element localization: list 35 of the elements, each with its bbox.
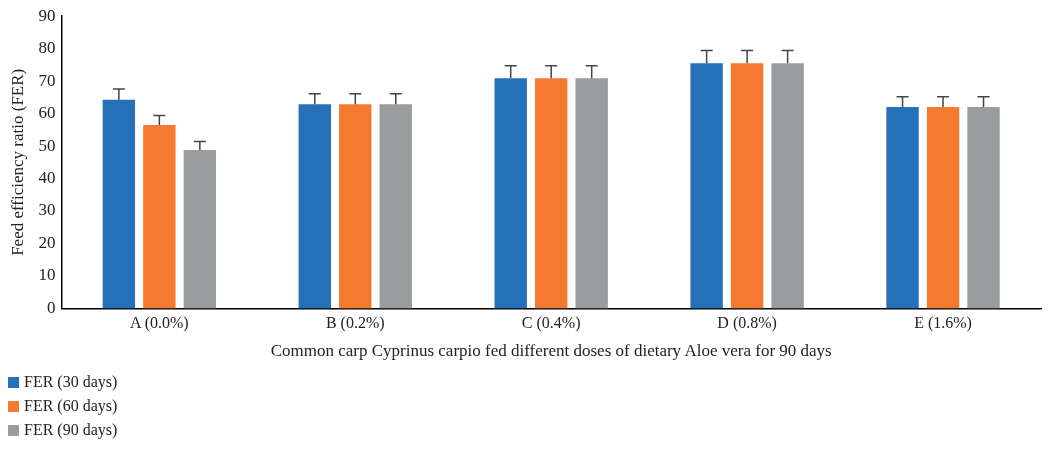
y-tick-label: 0 (46, 297, 56, 317)
bar (967, 107, 1000, 309)
y-tick-label: 50 (38, 135, 56, 155)
legend-label: FER (90 days) (24, 421, 118, 439)
y-tick-label: 90 (38, 5, 56, 25)
bar (771, 63, 804, 309)
bar (575, 78, 608, 309)
x-tick-label: C (0.4%) (521, 314, 581, 333)
y-tick-label: 80 (38, 38, 56, 58)
x-axis-title: Common carp Cyprinus carpio fed different doses of dietary Aloe vera for 90 days (270, 341, 832, 361)
bar (926, 107, 960, 309)
x-tick-label: A (0.0%) (130, 314, 189, 333)
bar (143, 124, 176, 309)
bar (379, 104, 412, 309)
y-tick-label: 20 (38, 232, 56, 252)
x-tick-label: B (0.2%) (325, 314, 385, 333)
bar (183, 149, 217, 309)
bar (886, 107, 919, 309)
bar (494, 78, 527, 309)
bar (730, 63, 764, 309)
x-tick-label: E (1.6%) (914, 314, 972, 333)
y-tick-label: 10 (38, 265, 56, 285)
bar (298, 104, 331, 309)
bar (690, 63, 723, 309)
y-tick-label: 60 (38, 103, 56, 123)
x-tick-label: D (0.8%) (717, 314, 777, 333)
y-tick-label: 70 (38, 70, 56, 90)
bar (535, 78, 568, 309)
legend-label: FER (60 days) (24, 397, 118, 415)
bar (102, 99, 136, 309)
legend-label: FER (30 days) (24, 373, 118, 391)
y-axis-title: Feed efficiency ratio (FER) (7, 68, 27, 256)
bar (339, 104, 372, 309)
y-tick-label: 30 (38, 200, 56, 220)
y-tick-label: 40 (38, 168, 56, 187)
